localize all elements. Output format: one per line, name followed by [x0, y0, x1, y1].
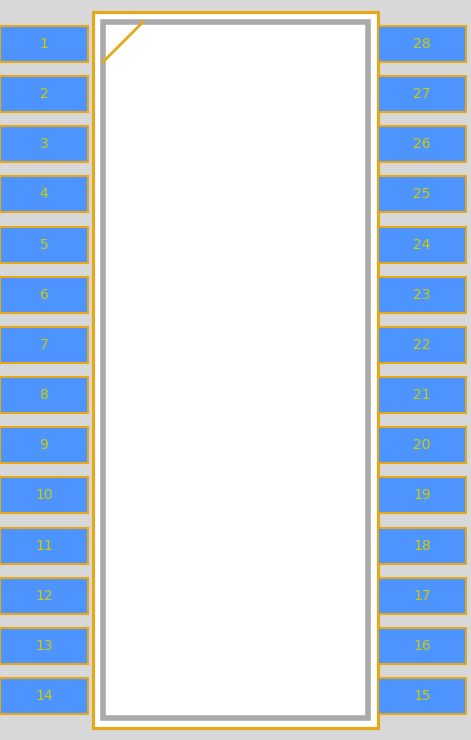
Bar	[0, 427, 88, 463]
Bar	[0, 377, 88, 413]
Bar	[0, 176, 88, 212]
Text: 25: 25	[413, 187, 431, 201]
Text: 8: 8	[40, 388, 49, 402]
Text: 1: 1	[40, 37, 49, 51]
Text: 6: 6	[40, 288, 49, 302]
Bar	[0, 127, 88, 162]
Bar	[0, 277, 88, 313]
Bar	[0, 76, 88, 112]
Bar	[378, 377, 466, 413]
Text: 14: 14	[35, 689, 53, 703]
Bar	[0, 26, 88, 62]
Bar	[378, 127, 466, 162]
Bar	[378, 277, 466, 313]
Text: 26: 26	[413, 138, 431, 151]
Bar	[378, 628, 466, 664]
Bar	[0, 477, 88, 514]
Text: 3: 3	[40, 138, 49, 151]
Text: 2: 2	[40, 87, 49, 101]
Text: 19: 19	[413, 488, 431, 502]
Text: 11: 11	[35, 539, 53, 553]
Bar	[378, 176, 466, 212]
Bar	[378, 678, 466, 714]
Bar	[378, 578, 466, 613]
Text: 22: 22	[413, 338, 431, 352]
Bar	[0, 628, 88, 664]
Bar	[378, 427, 466, 463]
Bar	[378, 76, 466, 112]
Bar	[0, 578, 88, 613]
Bar	[0, 528, 88, 564]
Text: 21: 21	[413, 388, 431, 402]
Text: 15: 15	[413, 689, 431, 703]
Bar	[378, 528, 466, 564]
Bar	[378, 327, 466, 363]
Bar	[378, 26, 466, 62]
Text: 17: 17	[413, 589, 431, 602]
Text: 12: 12	[35, 589, 53, 602]
Text: 27: 27	[413, 87, 431, 101]
Bar	[93, 12, 378, 728]
Bar	[0, 327, 88, 363]
Bar	[378, 477, 466, 514]
Text: 23: 23	[413, 288, 431, 302]
Bar	[0, 226, 88, 263]
Text: 16: 16	[413, 639, 431, 653]
Text: 24: 24	[413, 238, 431, 252]
Bar	[0, 678, 88, 714]
Text: 20: 20	[413, 438, 431, 452]
Text: 9: 9	[40, 438, 49, 452]
Bar	[103, 22, 368, 718]
Text: 4: 4	[40, 187, 49, 201]
Text: 7: 7	[40, 338, 49, 352]
Text: 10: 10	[35, 488, 53, 502]
Bar	[378, 226, 466, 263]
Text: 13: 13	[35, 639, 53, 653]
Text: 18: 18	[413, 539, 431, 553]
Text: 28: 28	[413, 37, 431, 51]
Text: 5: 5	[40, 238, 49, 252]
